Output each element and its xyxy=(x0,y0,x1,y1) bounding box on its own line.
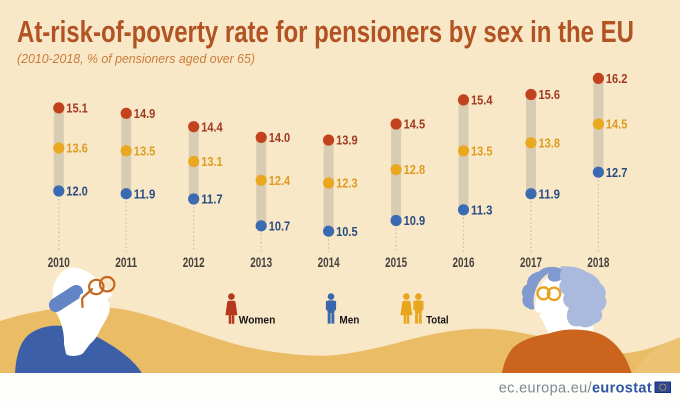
svg-text:2018: 2018 xyxy=(587,255,609,270)
svg-text:12.3: 12.3 xyxy=(336,176,358,191)
svg-text:15.6: 15.6 xyxy=(539,87,561,102)
svg-text:13.5: 13.5 xyxy=(134,143,156,158)
svg-text:Men: Men xyxy=(339,315,359,327)
svg-text:Women: Women xyxy=(239,315,275,327)
svg-text:(2010-2018, % of pensioners ag: (2010-2018, % of pensioners aged over 65… xyxy=(17,51,255,66)
svg-text:11.9: 11.9 xyxy=(134,186,156,201)
svg-text:14.9: 14.9 xyxy=(134,106,156,121)
svg-text:10.7: 10.7 xyxy=(269,218,291,233)
svg-text:2013: 2013 xyxy=(250,255,272,270)
svg-text:12.4: 12.4 xyxy=(269,173,291,188)
svg-text:15.1: 15.1 xyxy=(66,101,88,116)
svg-text:15.4: 15.4 xyxy=(471,93,493,108)
svg-text:10.9: 10.9 xyxy=(404,213,426,228)
svg-text:10.5: 10.5 xyxy=(336,224,358,239)
svg-text:12.0: 12.0 xyxy=(66,184,88,199)
svg-text:12.7: 12.7 xyxy=(606,165,628,180)
svg-text:13.1: 13.1 xyxy=(201,154,223,169)
svg-text:14.4: 14.4 xyxy=(201,119,223,134)
svg-text:13.8: 13.8 xyxy=(539,135,561,150)
svg-text:11.7: 11.7 xyxy=(201,192,223,207)
svg-text:2012: 2012 xyxy=(183,255,205,270)
svg-text:Total: Total xyxy=(426,315,449,327)
svg-text:11.3: 11.3 xyxy=(471,202,493,217)
svg-text:16.2: 16.2 xyxy=(606,71,628,86)
svg-text:2015: 2015 xyxy=(385,255,407,270)
svg-text:12.8: 12.8 xyxy=(404,162,426,177)
svg-text:13.6: 13.6 xyxy=(66,141,88,156)
svg-text:2014: 2014 xyxy=(318,255,340,270)
svg-text:ec.europa.eu/eurostat: ec.europa.eu/eurostat xyxy=(499,381,652,397)
svg-text:2010: 2010 xyxy=(48,255,70,270)
svg-text:11.9: 11.9 xyxy=(539,186,561,201)
svg-text:14.0: 14.0 xyxy=(269,130,291,145)
svg-text:13.9: 13.9 xyxy=(336,133,358,148)
svg-text:At-risk-of-poverty rate for pe: At-risk-of-poverty rate for pensioners b… xyxy=(17,14,634,49)
svg-text:14.5: 14.5 xyxy=(404,117,426,132)
svg-text:2011: 2011 xyxy=(115,255,137,270)
svg-text:14.5: 14.5 xyxy=(606,117,628,132)
svg-text:13.5: 13.5 xyxy=(471,143,493,158)
svg-text:2017: 2017 xyxy=(520,255,542,270)
svg-text:2016: 2016 xyxy=(453,255,475,270)
